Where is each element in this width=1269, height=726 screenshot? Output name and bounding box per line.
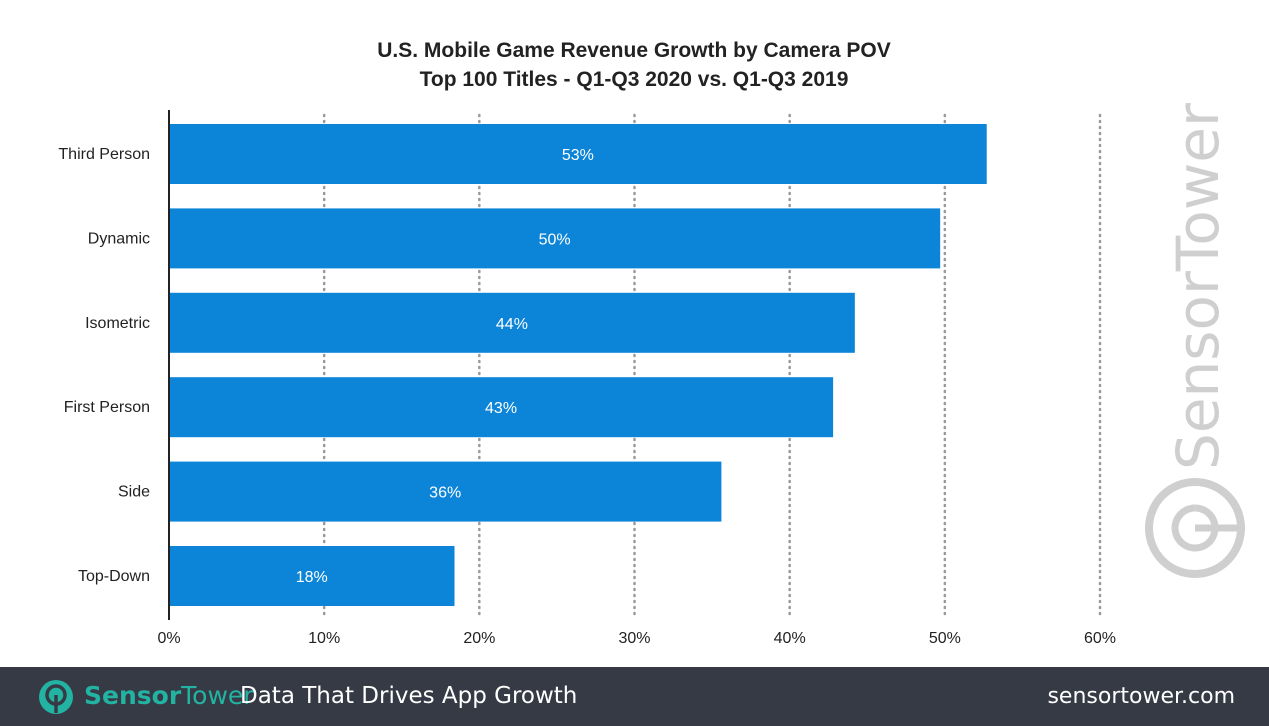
chart-title: U.S. Mobile Game Revenue Growth by Camer…	[377, 39, 890, 62]
footer-brand: SensorTower	[84, 681, 254, 710]
watermark-text: SensorTower	[1164, 103, 1232, 470]
x-tick-label: 60%	[1084, 630, 1116, 647]
sensortower-logo-icon	[39, 680, 73, 714]
footer-url[interactable]: sensortower.com	[1047, 684, 1235, 709]
bar-chart: U.S. Mobile Game Revenue Growth by Camer…	[58, 39, 1245, 647]
data-label: 53%	[562, 147, 594, 164]
category-label: First Person	[64, 399, 150, 416]
data-label: 50%	[539, 231, 571, 248]
watermark: SensorTower	[1164, 103, 1232, 470]
category-label: Isometric	[85, 315, 150, 332]
category-label: Third Person	[58, 146, 150, 163]
data-label: 36%	[429, 485, 461, 502]
x-tick-label: 30%	[618, 630, 650, 647]
bar-side	[169, 461, 722, 522]
data-label: 43%	[485, 400, 517, 417]
footer-tagline: Data That Drives App Growth	[240, 683, 578, 709]
x-tick-label: 20%	[463, 630, 495, 647]
data-label: 18%	[296, 569, 328, 586]
bar-dynamic	[169, 208, 941, 269]
x-tick-label: 10%	[308, 630, 340, 647]
watermark-logo-icon	[1145, 478, 1245, 578]
brand-rest: Tower	[181, 681, 254, 710]
bar-top-down	[169, 546, 455, 606]
data-label: 44%	[496, 316, 528, 333]
x-tick-label: 50%	[929, 630, 961, 647]
brand-bold: Sensor	[84, 681, 182, 710]
bar-third-person	[169, 124, 987, 184]
category-label: Top-Down	[78, 568, 150, 585]
footer: SensorTower Data That Drives App Growth …	[0, 667, 1269, 726]
bar-first-person	[169, 377, 834, 438]
category-label: Dynamic	[88, 230, 150, 247]
x-tick-label: 40%	[774, 630, 806, 647]
x-tick-label: 0%	[157, 630, 180, 647]
chart-subtitle: Top 100 Titles - Q1-Q3 2020 vs. Q1-Q3 20…	[420, 68, 849, 91]
category-label: Side	[118, 484, 150, 501]
bar-isometric	[169, 292, 855, 353]
